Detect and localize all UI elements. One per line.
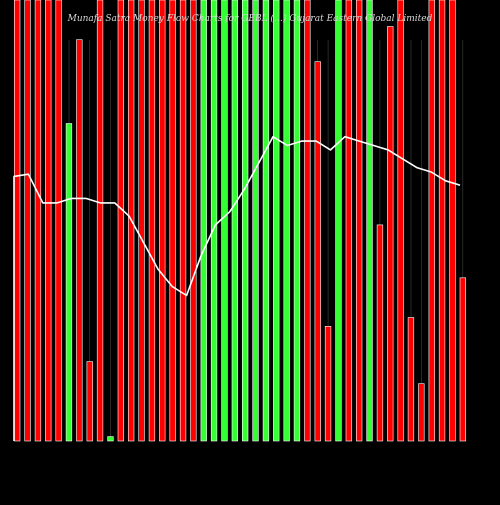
bar-34 bbox=[366, 0, 373, 442]
bar-10 bbox=[117, 0, 124, 442]
bar-43 bbox=[459, 277, 466, 442]
bar-26 bbox=[283, 0, 290, 442]
bar-41 bbox=[438, 0, 446, 442]
bar-20 bbox=[221, 0, 228, 442]
bar-36 bbox=[387, 26, 394, 442]
bar-18 bbox=[200, 0, 207, 442]
bar-14 bbox=[159, 0, 166, 442]
bar-1 bbox=[24, 0, 31, 442]
bar-24 bbox=[262, 0, 270, 442]
bar-8 bbox=[96, 0, 104, 442]
bar-19 bbox=[210, 0, 218, 442]
bar-2 bbox=[34, 0, 42, 442]
bar-22 bbox=[242, 0, 249, 442]
bar-4 bbox=[55, 0, 62, 442]
bar-37 bbox=[397, 0, 404, 442]
bar-16 bbox=[179, 0, 187, 442]
money-flow-line bbox=[13, 135, 461, 441]
bar-35 bbox=[376, 224, 384, 442]
bar-39 bbox=[418, 383, 425, 442]
chart-title: Munafa Satra Money Flow Charts for GEBL … bbox=[67, 14, 433, 24]
bar-17 bbox=[190, 0, 197, 442]
bar-21 bbox=[231, 0, 238, 442]
bar-13 bbox=[148, 0, 156, 442]
bar-38 bbox=[407, 317, 415, 442]
bar-0 bbox=[14, 0, 21, 442]
bar-7 bbox=[86, 361, 93, 442]
bar-25 bbox=[273, 0, 280, 442]
bar-31 bbox=[335, 0, 342, 442]
bar-15 bbox=[169, 0, 176, 442]
bar-27 bbox=[293, 0, 301, 442]
bar-23 bbox=[252, 0, 259, 442]
bar-5 bbox=[65, 123, 73, 442]
bar-33 bbox=[355, 0, 363, 442]
bar-29 bbox=[314, 61, 321, 442]
bar-6 bbox=[76, 39, 83, 442]
bar-9 bbox=[107, 436, 114, 442]
bar-30 bbox=[324, 325, 332, 442]
bar-40 bbox=[428, 0, 435, 442]
bar-42 bbox=[449, 0, 456, 442]
line-series bbox=[13, 135, 461, 441]
bar-32 bbox=[345, 0, 352, 442]
bar-28 bbox=[304, 0, 311, 442]
bar-3 bbox=[45, 0, 52, 442]
bar-12 bbox=[138, 0, 145, 442]
